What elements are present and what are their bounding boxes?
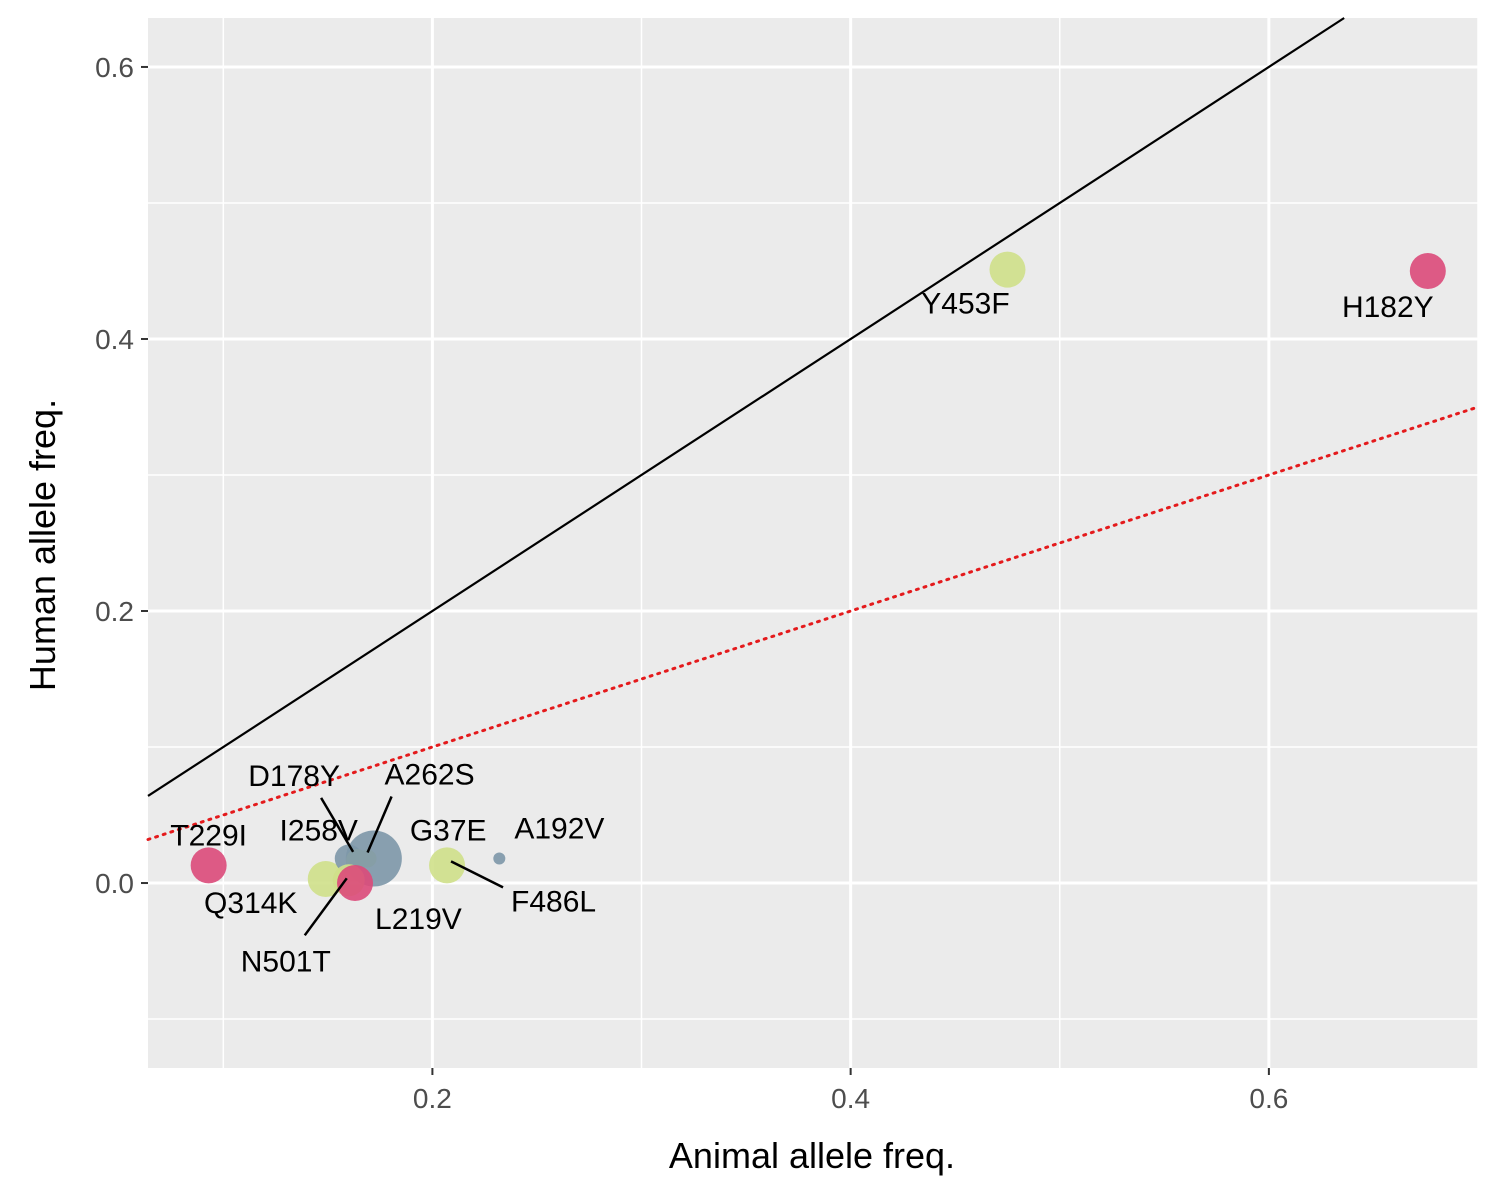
label-y453f: Y453F xyxy=(921,288,1009,321)
x-tick-label: 0.2 xyxy=(413,1083,452,1114)
point-y453f xyxy=(989,251,1026,288)
reference-lines xyxy=(146,17,1480,842)
x-axis-title: Animal allele freq. xyxy=(669,1135,955,1176)
point-h182y xyxy=(1409,252,1446,289)
identity-line xyxy=(147,17,1345,797)
plot-panel xyxy=(148,18,1478,1068)
point-a192v xyxy=(493,852,506,865)
y-tick-label: 0.0 xyxy=(95,868,134,899)
x-axis: 0.2 0.4 0.6 xyxy=(413,1068,1288,1114)
leader-f486l xyxy=(450,860,504,889)
point-labels: H182Y Y453F T229I Q314K I258V D178Y A262S G37E N… xyxy=(170,288,1433,979)
dotted-reference-line xyxy=(146,405,1480,842)
point-l219v xyxy=(337,865,374,902)
leader-d178y xyxy=(320,797,355,853)
label-d178y: D178Y xyxy=(248,760,340,793)
x-tick-label: 0.4 xyxy=(831,1083,870,1114)
label-f486l: F486L xyxy=(511,885,596,918)
y-axis-title: Human allele freq. xyxy=(22,399,63,691)
label-g37e: G37E xyxy=(410,815,487,848)
label-i258v: I258V xyxy=(280,815,358,848)
label-leader-lines xyxy=(303,796,504,937)
leader-n501t xyxy=(303,877,348,937)
y-tick-label: 0.2 xyxy=(95,596,134,627)
point-f486l xyxy=(429,847,466,884)
label-a262s: A262S xyxy=(385,759,475,792)
data-points xyxy=(190,251,1446,902)
label-h182y: H182Y xyxy=(1342,291,1434,324)
minor-gridlines xyxy=(148,18,1479,1068)
y-axis: 0.0 0.2 0.4 0.6 xyxy=(95,52,148,899)
label-a192v: A192V xyxy=(514,813,604,846)
leader-a262s xyxy=(366,796,393,854)
label-t229i: T229I xyxy=(170,819,247,852)
label-n501t: N501T xyxy=(241,945,331,978)
x-tick-label: 0.6 xyxy=(1249,1083,1288,1114)
y-tick-label: 0.4 xyxy=(95,324,134,355)
label-l219v: L219V xyxy=(375,903,462,936)
y-tick-label: 0.6 xyxy=(95,52,134,83)
point-t229i xyxy=(190,847,227,884)
label-q314k: Q314K xyxy=(204,887,297,920)
